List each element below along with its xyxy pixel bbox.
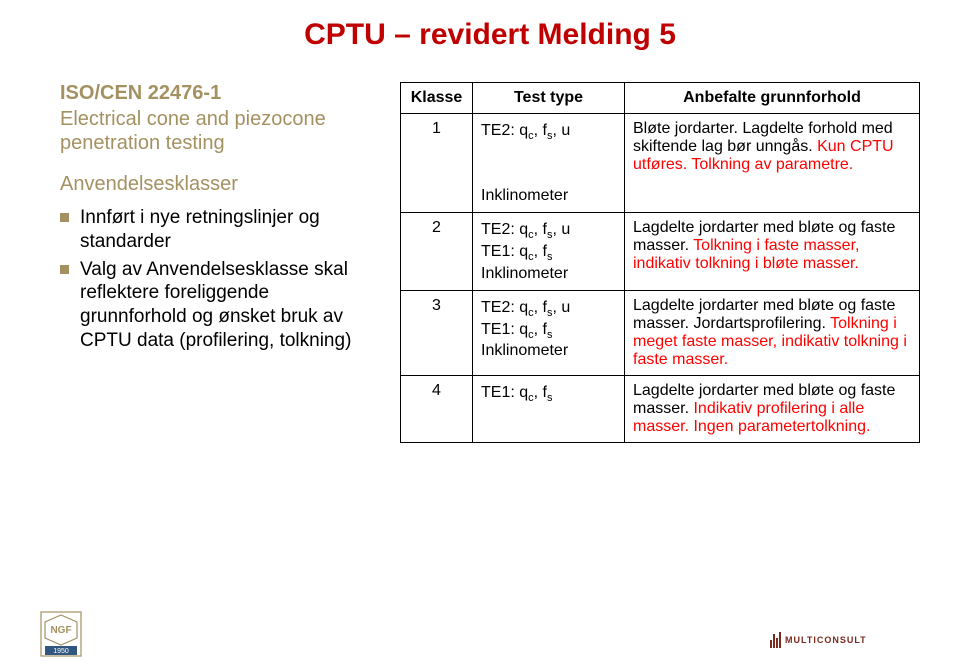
left-column: ISO/CEN 22476-1 Electrical cone and piez…	[60, 82, 380, 443]
table-row: 4TE1: qc, fsLagdelte jordarter med bløte…	[401, 376, 920, 443]
cell-klasse: 2	[401, 213, 473, 291]
cell-description: Lagdelte jordarter med bløte og faste ma…	[625, 291, 920, 376]
col-header-desc: Anbefalte grunnforhold	[625, 83, 920, 114]
cell-test-type: TE2: qc, fs, uTE1: qc, fsInklinometer	[473, 291, 625, 376]
ngf-year: 1950	[53, 648, 69, 655]
slide: CPTU – revidert Melding 5 ISO/CEN 22476-…	[0, 0, 960, 669]
content-row: ISO/CEN 22476-1 Electrical cone and piez…	[60, 82, 920, 443]
cell-test-type: TE1: qc, fs	[473, 376, 625, 443]
table-header-row: Klasse Test type Anbefalte grunnforhold	[401, 83, 920, 114]
cell-description: Lagdelte jordarter med bløte og faste ma…	[625, 376, 920, 443]
right-column: Klasse Test type Anbefalte grunnforhold …	[400, 82, 920, 443]
table-row: 3TE2: qc, fs, uTE1: qc, fsInklinometerLa…	[401, 291, 920, 376]
cell-description: Bløte jordarter. Lagdelte forhold med sk…	[625, 114, 920, 213]
classes-table: Klasse Test type Anbefalte grunnforhold …	[400, 82, 920, 443]
standard-code: ISO/CEN 22476-1	[60, 82, 380, 105]
multiconsult-text: MULTICONSULT	[785, 635, 867, 645]
bullet-item: Innført i nye retningslinjer og standard…	[60, 206, 380, 254]
cell-klasse: 1	[401, 114, 473, 213]
table-row: 1TE2: qc, fs, uInklinometerBløte jordart…	[401, 114, 920, 213]
cell-klasse: 3	[401, 291, 473, 376]
bullet-list: Innført i nye retningslinjer og standard…	[60, 206, 380, 353]
multiconsult-logo: MULTICONSULT	[770, 631, 920, 649]
bullet-item: Valg av Anvendelsesklasse skal reflekter…	[60, 258, 380, 353]
multiconsult-bars-icon	[770, 632, 781, 648]
col-header-test: Test type	[473, 83, 625, 114]
ngf-text: NGF	[50, 625, 71, 636]
cell-description: Lagdelte jordarter med bløte og faste ma…	[625, 213, 920, 291]
cell-test-type: TE2: qc, fs, uInklinometer	[473, 114, 625, 213]
cell-test-type: TE2: qc, fs, uTE1: qc, fsInklinometer	[473, 213, 625, 291]
ngf-logo: NGF 1950	[40, 611, 82, 657]
section-heading: Anvendelsesklasser	[60, 173, 380, 196]
table-row: 2TE2: qc, fs, uTE1: qc, fsInklinometerLa…	[401, 213, 920, 291]
standard-subtitle: Electrical cone and piezocone penetratio…	[60, 107, 380, 155]
page-title: CPTU – revidert Melding 5	[60, 18, 920, 52]
cell-klasse: 4	[401, 376, 473, 443]
col-header-klasse: Klasse	[401, 83, 473, 114]
footer: NGF 1950 MULTICONSULT	[0, 607, 960, 657]
